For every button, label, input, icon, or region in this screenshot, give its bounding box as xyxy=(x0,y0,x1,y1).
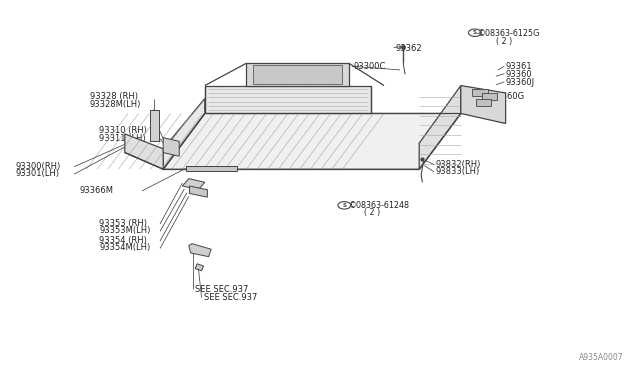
Text: 93833(LH): 93833(LH) xyxy=(435,167,479,176)
Polygon shape xyxy=(182,179,205,190)
Text: 93354 (RH): 93354 (RH) xyxy=(99,236,147,245)
Polygon shape xyxy=(163,138,179,156)
Polygon shape xyxy=(189,244,211,257)
Polygon shape xyxy=(195,264,204,271)
Text: 93366M: 93366M xyxy=(80,186,114,195)
Polygon shape xyxy=(205,86,371,113)
Polygon shape xyxy=(419,86,461,169)
Text: S: S xyxy=(473,30,477,35)
Polygon shape xyxy=(189,186,207,197)
Text: 93328 (RH): 93328 (RH) xyxy=(90,92,138,101)
Polygon shape xyxy=(461,86,506,124)
Polygon shape xyxy=(125,134,163,169)
Text: 93354M(LH): 93354M(LH) xyxy=(99,243,150,252)
Text: 93360: 93360 xyxy=(506,70,532,79)
Text: SEE SEC.937: SEE SEC.937 xyxy=(195,285,248,294)
Text: ©08363-6125G: ©08363-6125G xyxy=(478,29,540,38)
Text: 93301(LH): 93301(LH) xyxy=(16,169,60,178)
Text: 93362: 93362 xyxy=(396,44,422,53)
Text: ( 2 ): ( 2 ) xyxy=(496,37,512,46)
Text: ©08363-61248: ©08363-61248 xyxy=(349,201,410,210)
Text: 93300(RH): 93300(RH) xyxy=(16,162,61,171)
Text: A935A0007: A935A0007 xyxy=(579,353,624,362)
Text: SEE SEC.937: SEE SEC.937 xyxy=(204,293,257,302)
Text: ( 2 ): ( 2 ) xyxy=(364,208,380,217)
Bar xyxy=(476,99,491,106)
Text: 93310 (RH): 93310 (RH) xyxy=(99,126,147,135)
Text: 93353M(LH): 93353M(LH) xyxy=(99,226,150,235)
Text: 93360G: 93360G xyxy=(492,92,525,101)
Text: 93353 (RH): 93353 (RH) xyxy=(99,219,147,228)
Bar xyxy=(482,93,497,100)
Text: 93300C: 93300C xyxy=(354,62,387,71)
Text: 93328M(LH): 93328M(LH) xyxy=(90,100,141,109)
Polygon shape xyxy=(246,63,349,86)
Text: 93832(RH): 93832(RH) xyxy=(435,160,481,169)
Polygon shape xyxy=(163,113,461,169)
Text: 93360J: 93360J xyxy=(506,78,535,87)
Bar xyxy=(150,110,159,141)
Text: 93311 (LH): 93311 (LH) xyxy=(99,134,146,143)
Polygon shape xyxy=(253,65,342,84)
Bar xyxy=(472,89,488,96)
Text: S: S xyxy=(342,203,346,208)
Polygon shape xyxy=(186,166,237,171)
Text: 93361: 93361 xyxy=(506,62,532,71)
Polygon shape xyxy=(163,99,205,169)
